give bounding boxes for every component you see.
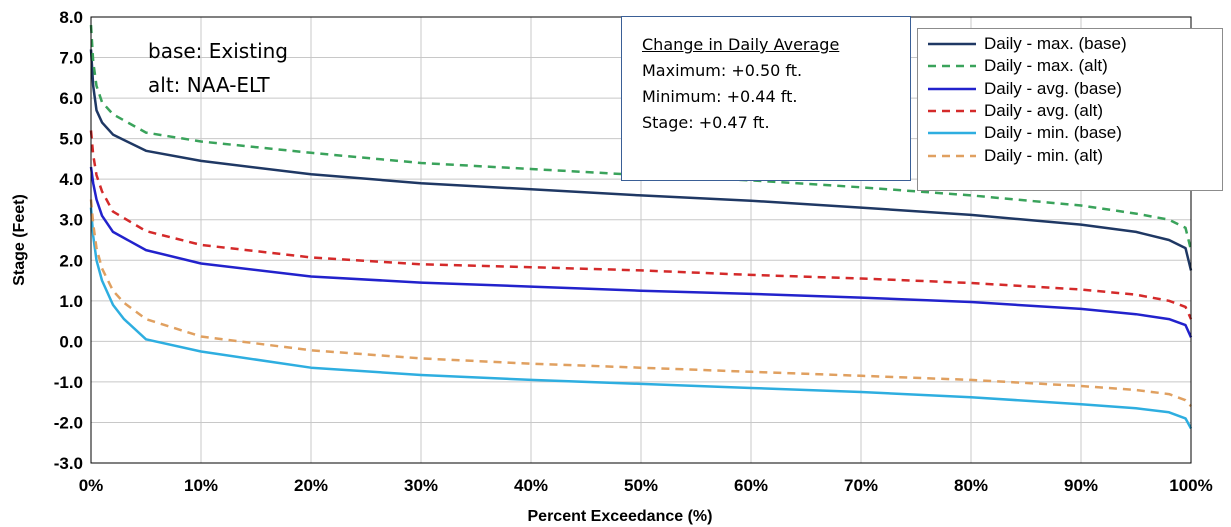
scenario-notes: base: Existing alt: NAA-ELT xyxy=(148,34,288,102)
y-tick-label: 8.0 xyxy=(59,8,83,27)
x-tick-label: 70% xyxy=(844,476,878,495)
y-tick-label: 0.0 xyxy=(59,332,83,351)
legend-label: Daily - max. (alt) xyxy=(984,56,1108,76)
legend-swatch xyxy=(928,65,976,68)
series-line-1 xyxy=(89,25,1193,251)
legend-label: Daily - avg. (alt) xyxy=(984,101,1104,121)
y-tick-label: 2.0 xyxy=(59,251,83,270)
infobox-stage: Stage: +0.47 ft. xyxy=(642,113,770,132)
x-tick-label: 10% xyxy=(184,476,218,495)
base-note: base: Existing xyxy=(148,39,288,63)
series-lines xyxy=(89,25,1193,430)
legend-swatch xyxy=(928,42,976,46)
series-line-2 xyxy=(89,166,1193,338)
legend-item: Daily - min. (base) xyxy=(926,122,1222,144)
legend-item: Daily - max. (alt) xyxy=(926,55,1222,77)
x-tick-labels: 0% 10% 20% 30% 40% 50% 60% 70% 80% 90% 100% xyxy=(79,476,1213,495)
y-tick-label: 7.0 xyxy=(59,49,83,68)
legend-swatch xyxy=(928,154,976,157)
legend-item: Daily - avg. (base) xyxy=(926,78,1222,100)
legend-swatch xyxy=(928,132,976,135)
y-axis-label: Stage (Feet) xyxy=(11,194,28,286)
legend-item: Daily - min. (alt) xyxy=(926,144,1222,166)
x-tick-label: 90% xyxy=(1064,476,1098,495)
chart-legend: Daily - max. (base) Daily - max. (alt) Dai… xyxy=(917,28,1223,191)
legend-swatch xyxy=(928,87,976,90)
series-line-3 xyxy=(89,130,1193,320)
legend-label: Daily - avg. (base) xyxy=(984,78,1122,98)
y-tick-label: 3.0 xyxy=(59,211,83,230)
legend-item: Daily - avg. (alt) xyxy=(926,100,1222,122)
x-tick-label: 80% xyxy=(954,476,988,495)
x-tick-label: 20% xyxy=(294,476,328,495)
x-tick-label: 30% xyxy=(404,476,438,495)
y-tick-label: 5.0 xyxy=(59,130,83,149)
y-tick-label: 1.0 xyxy=(59,292,83,311)
y-tick-labels: -3.0 -2.0 -1.0 0.0 1.0 2.0 3.0 4.0 5.0 6.0 7.0 8.0 xyxy=(54,8,83,473)
alt-note: alt: NAA-ELT xyxy=(148,73,270,97)
y-tick-label: -3.0 xyxy=(54,454,83,473)
series-line-5 xyxy=(89,199,1192,408)
legend-label: Daily - max. (base) xyxy=(984,34,1127,54)
y-tick-label: 4.0 xyxy=(59,170,83,189)
x-tick-label: 0% xyxy=(79,476,104,495)
legend-swatch xyxy=(928,109,976,113)
x-axis-label: Percent Exceedance (%) xyxy=(528,508,713,525)
infobox-minimum: Minimum: +0.44 ft. xyxy=(642,87,798,106)
infobox-title: Change in Daily Average xyxy=(642,35,840,54)
x-tick-label: 60% xyxy=(734,476,768,495)
x-tick-label: 50% xyxy=(624,476,658,495)
y-tick-label: -1.0 xyxy=(54,373,83,392)
y-tick-label: -2.0 xyxy=(54,413,83,432)
legend-label: Daily - min. (base) xyxy=(984,123,1122,143)
x-tick-label: 100% xyxy=(1169,476,1212,495)
legend-label: Daily - min. (alt) xyxy=(984,145,1104,165)
legend-item: Daily - max. (base) xyxy=(926,33,1222,55)
infobox-maximum: Maximum: +0.50 ft. xyxy=(642,61,803,80)
y-tick-label: 6.0 xyxy=(59,89,83,108)
x-tick-label: 40% xyxy=(514,476,548,495)
series-line-4 xyxy=(89,207,1193,430)
series-line-0 xyxy=(89,49,1193,271)
change-infobox: Change in Daily Average Maximum: +0.50 f… xyxy=(621,16,911,181)
